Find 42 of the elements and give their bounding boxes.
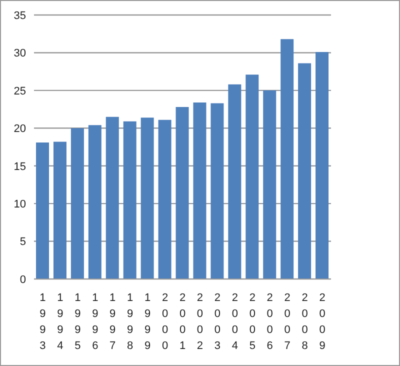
bar — [70, 128, 84, 279]
y-tick-label: 35 — [14, 10, 26, 22]
bar — [280, 39, 294, 279]
bar — [53, 142, 66, 279]
bar — [316, 52, 329, 279]
bar — [36, 142, 49, 279]
bar — [106, 116, 119, 279]
bar — [140, 118, 154, 279]
bar — [210, 103, 224, 279]
x-tick-label: 2006 — [266, 292, 273, 352]
x-tick-label: 1994 — [57, 292, 64, 352]
bar — [123, 121, 136, 279]
bar — [298, 63, 312, 279]
x-tick-label: 2004 — [232, 292, 238, 352]
x-tick-label: 2008 — [302, 292, 308, 352]
y-tick-label: 0 — [20, 274, 26, 286]
y-tick-label: 10 — [14, 198, 26, 210]
x-tick-label: 2007 — [284, 292, 290, 352]
y-tick-label: 25 — [14, 85, 26, 98]
x-tick-label: 2009 — [319, 292, 326, 352]
x-tick-label: 1998 — [127, 292, 134, 352]
x-tick-label: 1993 — [40, 292, 46, 352]
bar — [193, 102, 206, 279]
x-tick-label: 2003 — [214, 292, 221, 352]
y-tick-label: 5 — [20, 236, 26, 248]
bar — [176, 107, 189, 279]
y-tick-label: 20 — [14, 123, 26, 136]
bar — [228, 84, 242, 279]
x-tick-label: 2001 — [179, 292, 186, 352]
y-tick-label: 15 — [14, 160, 26, 173]
x-tick-label: 1995 — [74, 292, 81, 352]
x-tick-label: 1997 — [110, 292, 116, 352]
x-tick-label: 1996 — [92, 292, 98, 352]
bar — [246, 74, 259, 279]
bar — [158, 120, 172, 279]
y-tick-label: 30 — [14, 48, 26, 60]
x-tick-label: 2005 — [249, 292, 256, 352]
x-tick-label: 1999 — [144, 292, 151, 352]
x-tick-label: 2000 — [162, 292, 168, 352]
bar — [263, 90, 276, 279]
bar — [88, 125, 102, 279]
x-tick-label: 2002 — [196, 292, 204, 352]
